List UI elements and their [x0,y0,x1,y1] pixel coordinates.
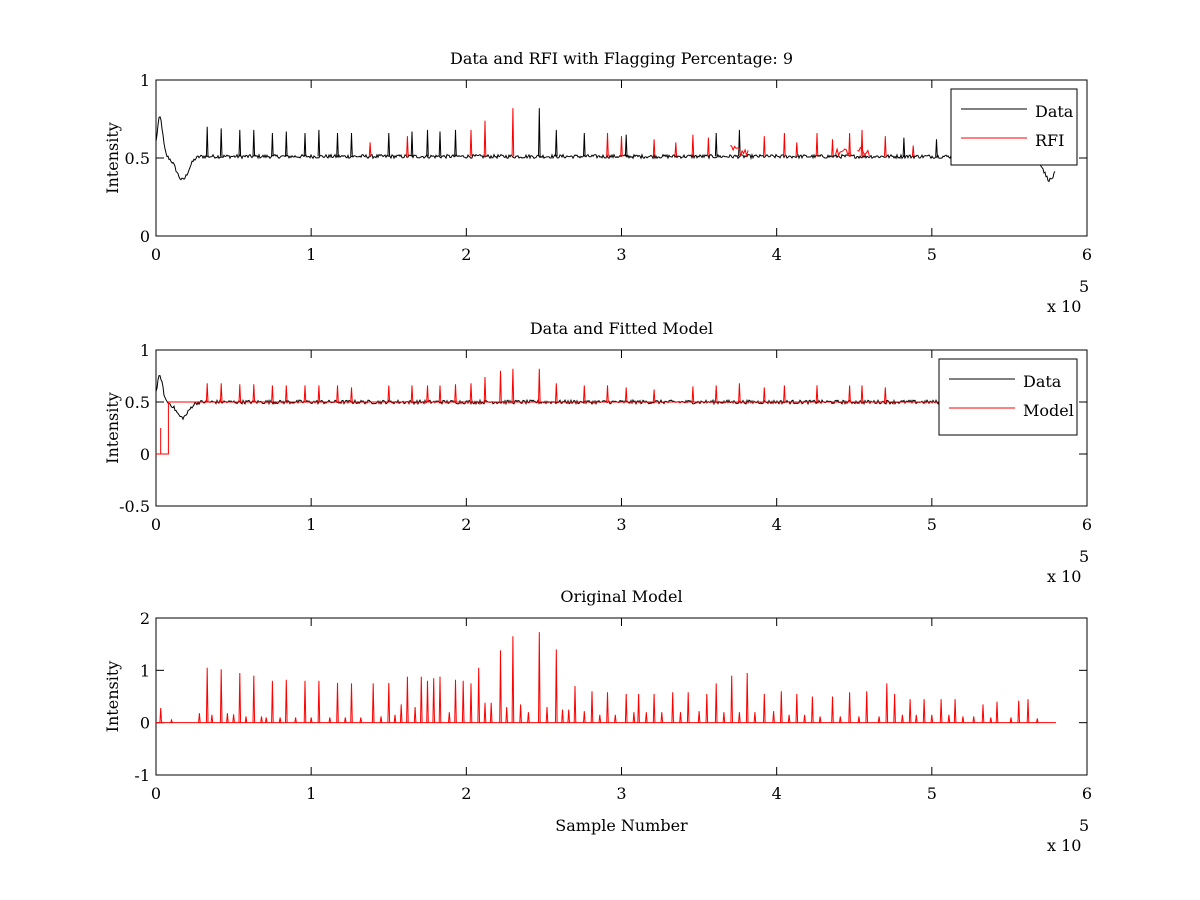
legend-box [950,88,1078,166]
data-spikes [205,108,938,157]
x-tick-label: 1 [306,784,316,803]
model-spikes [159,632,1039,723]
x-tick-label: 3 [616,784,626,803]
x-tick-label: 3 [616,515,626,534]
plot-area [156,632,1056,724]
x-axis-label: Sample Number [555,816,688,835]
legend-label: Model [1023,401,1074,420]
rfi-spikes [368,108,915,157]
x-tick-label: 6 [1082,784,1092,803]
y-axis-label: Intensity [103,122,122,194]
rfi-band [730,145,749,158]
axes-box [155,617,1088,776]
legend: Data RFI [950,88,1078,166]
x-tick-label: 1 [306,515,316,534]
chart-title: Data and RFI with Flagging Percentage: 9 [450,49,793,68]
x-tick-label: 5 [927,784,937,803]
x-tick-label: 0 [151,784,161,803]
x-multiplier-exponent: 5 [1079,277,1089,296]
y-tick-label: 1 [140,341,150,360]
legend-label: RFI [1035,131,1064,150]
plot-area [156,368,1056,455]
y-tick-label: 0.5 [125,393,150,412]
x-tick-label: 4 [772,784,782,803]
y-tick-label: 0.5 [125,149,150,168]
y-tick-label: -0.5 [119,497,150,516]
x-tick-label: 6 [1082,515,1092,534]
axes-box [155,79,1088,237]
y-tick-label: 2 [140,609,150,628]
y-tick-label: 1 [140,71,150,90]
y-axis-label: Intensity [103,392,122,464]
x-tick-label: 5 [927,245,937,264]
x-tick-label: 2 [461,784,471,803]
x-tick-label: 3 [616,245,626,264]
model-spikes [205,368,887,403]
rfi-band [857,146,870,157]
y-axis-label: Intensity [103,661,122,733]
x-tick-label: 4 [772,515,782,534]
y-tick-label: -1 [134,766,150,785]
y-tick-label: 0 [140,714,150,733]
legend-label: Data [1023,372,1062,391]
chart-title: Data and Fitted Model [530,319,713,338]
axes-box [155,349,1088,507]
x-tick-label: 1 [306,245,316,264]
x-tick-label: 2 [461,245,471,264]
x-multiplier: x 10 [1047,297,1081,316]
rfi-band [835,147,851,157]
x-multiplier-exponent: 5 [1079,547,1089,566]
subplot-1: Data and RFI with Flagging Percentage: 9… [103,49,1092,316]
y-tick-label: 0 [140,227,150,246]
legend-box [938,358,1078,436]
legend: Data Model [938,358,1078,436]
model-series-line [156,401,1056,455]
x-tick-label: 4 [772,245,782,264]
x-tick-label: 6 [1082,245,1092,264]
plot-area [156,108,1056,183]
x-tick-label: 5 [927,515,937,534]
chart-title: Original Model [560,587,682,606]
x-tick-label: 0 [151,245,161,264]
x-multiplier-exponent: 5 [1079,816,1089,835]
x-tick-label: 2 [461,515,471,534]
x-multiplier: x 10 [1047,836,1081,855]
legend-label: Data [1035,102,1074,121]
x-tick-label: 0 [151,515,161,534]
y-tick-label: 0 [140,445,150,464]
y-tick-label: 1 [140,661,150,680]
x-multiplier: x 10 [1047,567,1081,586]
